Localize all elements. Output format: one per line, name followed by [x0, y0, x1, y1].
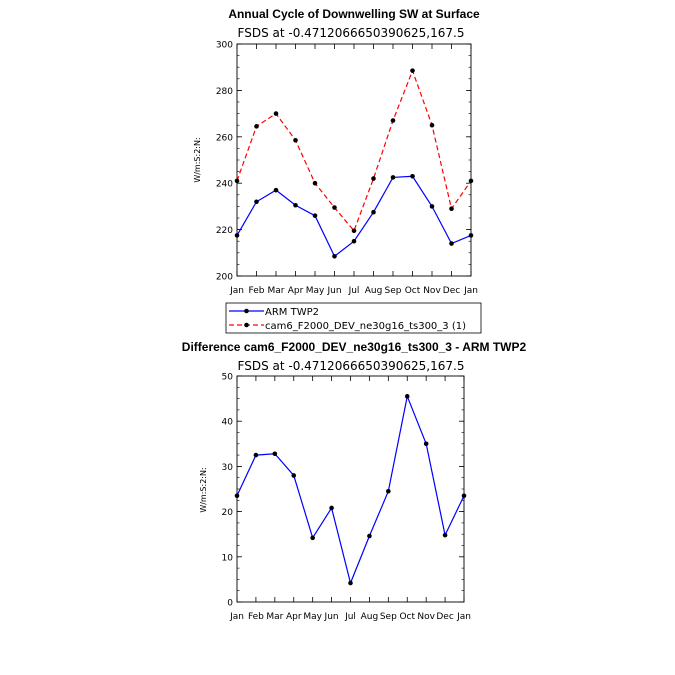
bottom-chart-series-0-point	[291, 473, 297, 478]
top-chart-x-tick-label: Aug	[365, 286, 383, 296]
top-chart-series-1-point	[293, 137, 298, 143]
top-chart-series-1-point	[390, 118, 396, 123]
bottom-chart-x-tick-label: Sep	[380, 612, 397, 622]
top-chart-y-tick-label: 200	[216, 273, 233, 283]
top-chart-y-axis-label: W/m:S:2:N:	[193, 137, 202, 182]
bottom-chart-x-tick-label: May	[303, 612, 322, 622]
top-chart-series-0-line	[236, 175, 472, 258]
top-chart-y-tick-label: 240	[216, 180, 233, 190]
bottom-chart-series-0-point	[386, 488, 391, 494]
top-chart-x-tick-label: May	[306, 286, 325, 296]
top-chart-x-tick-label: Jul	[348, 286, 360, 296]
legend-marker-cam6	[244, 322, 249, 328]
top-chart-series-0-point	[371, 209, 376, 215]
bottom-chart-x-tick-label: Aug	[361, 612, 379, 622]
legend-marker-arm	[244, 308, 249, 314]
bottom-chart-series-0-point	[253, 452, 259, 458]
top-chart-series-0-point	[429, 204, 435, 209]
bottom-chart-title: Difference cam6_F2000_DEV_ne30g16_ts300_…	[182, 340, 527, 354]
bottom-chart-y-tick-label: 20	[222, 508, 234, 518]
bottom-chart-subtitle: FSDS at -0.4712066650390625,167.5	[238, 359, 465, 373]
bottom-chart-series-0-point	[272, 451, 278, 457]
top-chart-series-1-point	[429, 122, 435, 128]
bottom-chart-series-0-line	[236, 394, 465, 585]
bottom-chart-x-tick-label: Feb	[248, 612, 264, 622]
bottom-chart-series-0-point	[404, 394, 410, 399]
top-chart-series-0-point	[234, 233, 240, 238]
top-chart-series-0-point	[312, 213, 318, 218]
legend-label-cam6: cam6_F2000_DEV_ne30g16_ts300_3 (1)	[265, 321, 466, 332]
top-chart-x-tick-label: Apr	[288, 286, 304, 296]
bottom-chart-x-tick-label: Mar	[266, 612, 283, 622]
bottom-chart-x-tick-label: Jun	[324, 612, 339, 622]
top-chart-subtitle: FSDS at -0.4712066650390625,167.5	[238, 26, 465, 40]
top-chart-plot: 200 220 240 260 280 300 Jan Feb Mar Apr May Jun Jul A…	[216, 41, 478, 297]
bottom-chart-series-0-point	[442, 532, 448, 538]
top-chart-series-1-point	[273, 111, 279, 116]
bottom-chart-plot-frame	[236, 375, 465, 603]
top-chart-series-1-point	[468, 178, 474, 184]
bottom-chart-series-0-point	[310, 535, 315, 541]
top-chart-series-1-point	[371, 176, 376, 181]
top-chart-title: Annual Cycle of Downwelling SW at Surfac…	[228, 7, 480, 21]
bottom-chart-series-0-point	[423, 441, 429, 447]
bottom-chart-x-tick-label: Dec	[436, 612, 453, 622]
top-chart-x-tick-label: Nov	[423, 286, 441, 296]
top-chart-series-0-point	[273, 187, 279, 193]
top-chart-x-tick-label: Dec	[443, 286, 460, 296]
top-chart-y-tick-label: 220	[216, 226, 233, 236]
top-chart-x-tick-label: Jan	[463, 286, 478, 296]
top-chart-series-1-point	[332, 205, 337, 210]
top-chart-series-1-point	[254, 124, 259, 129]
bottom-chart-x-tick-label: Jan	[456, 612, 471, 622]
top-chart-series-0-point	[351, 238, 357, 244]
top-chart-y-tick-label: 260	[216, 133, 233, 143]
bottom-chart-x-tick-label: Apr	[286, 612, 302, 622]
top-chart-series-1-point	[410, 68, 415, 73]
bottom-chart-x-tick-label: Oct	[399, 612, 415, 622]
top-chart-x-tick-label: Mar	[268, 286, 285, 296]
bottom-chart-y-tick-label: 50	[222, 373, 234, 383]
top-chart-series-1-point	[312, 180, 318, 186]
bottom-chart-y-tick-label: 30	[222, 463, 234, 473]
top-chart-legend: ARM TWP2 cam6_F2000_DEV_ne30g16_ts300_3 …	[225, 302, 482, 334]
bottom-chart-series-0-point	[367, 533, 372, 539]
top-chart-series-0-point	[293, 202, 298, 208]
top-chart-x-tick-label: Feb	[249, 286, 265, 296]
bottom-chart-series-0-point	[234, 493, 240, 499]
bottom-chart-x-tick-label: Nov	[417, 612, 435, 622]
bottom-chart-y-tick-label: 10	[222, 553, 234, 563]
top-chart-series-1-line	[236, 68, 472, 232]
bottom-chart-x-tick-label: Jul	[344, 612, 356, 622]
top-chart-series-0-point	[390, 175, 396, 180]
top-chart-y-tick-label: 280	[216, 87, 233, 97]
bottom-chart-series-0-point	[348, 580, 353, 586]
top-chart-series-1-point	[234, 178, 240, 184]
bottom-chart-series-0-point	[461, 493, 467, 499]
top-chart-x-tick-label: Oct	[405, 286, 421, 296]
top-chart-x-tick-label: Jan	[229, 286, 244, 296]
top-chart-series-1-point	[449, 206, 454, 212]
top-chart-series-0-point	[449, 241, 454, 246]
bottom-chart-plot: 0 10 20 30 40 50 Jan Feb Mar Apr May Jun Jul Aug Sep Oc…	[222, 373, 471, 623]
top-chart-series-0-point	[254, 199, 259, 205]
top-chart-x-tick-label: Sep	[385, 286, 402, 296]
top-chart-series-0-point	[468, 233, 474, 238]
bottom-chart-y-tick-label: 0	[227, 599, 233, 609]
top-chart-y-tick-label: 300	[216, 41, 233, 51]
bottom-chart-x-tick-label: Jan	[229, 612, 244, 622]
top-chart-series-1-point	[351, 228, 357, 234]
top-chart-series-0-point	[332, 253, 337, 259]
legend-label-arm: ARM TWP2	[265, 307, 319, 318]
bottom-chart-series-0-point	[329, 505, 334, 511]
bottom-chart-y-axis-label: W/m:S:2:N:	[199, 467, 208, 512]
bottom-chart-y-tick-label: 40	[222, 418, 234, 428]
legend-box	[225, 302, 482, 334]
top-chart-x-tick-label: Jun	[326, 286, 341, 296]
top-chart-series-0-point	[410, 173, 415, 179]
